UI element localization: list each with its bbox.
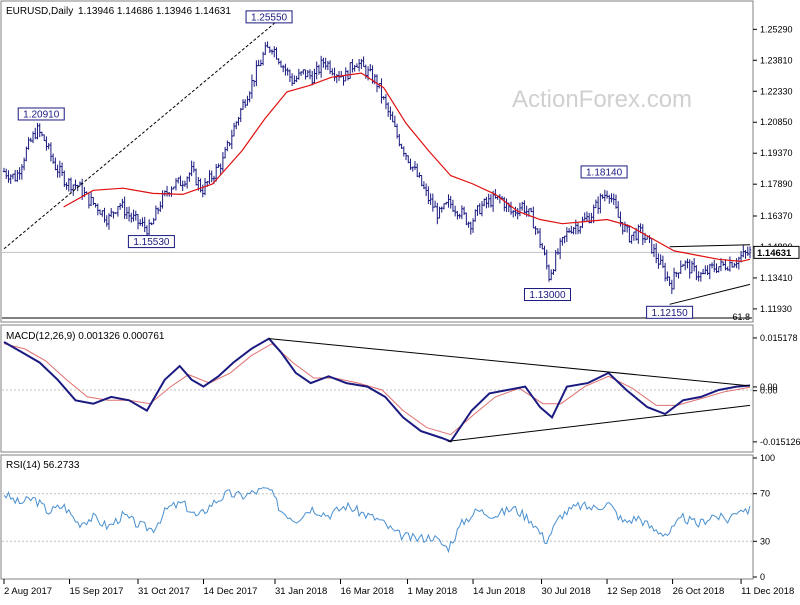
x-tick-label: 12 Sep 2018 [607,586,661,597]
x-tick-label: 31 Jan 2018 [275,586,327,597]
price-axis-tick-label: 1.23810 [760,55,793,65]
x-tick-label: 14 Jun 2018 [473,586,525,597]
price-trendline [669,283,751,305]
x-tick-label: 31 Oct 2017 [138,586,190,597]
price-annotation-label: 1.15530 [133,237,170,248]
price-annotation-label: 1.13000 [529,290,566,301]
rsi-layer: 100 70 30 0 [2,453,775,582]
price-annotation-label: 1.12150 [652,308,689,319]
price-annotation-box [17,107,65,121]
last-price-label: 1.14631 [757,248,792,259]
macd-layer: 0.015178 0.000.00 -0.015126 [2,333,800,447]
rsi-axis-tick-label: 100 [760,453,775,463]
macd-title: MACD(12,26,9) 0.001326 0.000761 [6,331,165,342]
macd-trendline [447,404,751,442]
price-axis-tick-label: 1.19370 [760,148,793,158]
price-annotation-label: 1.25550 [251,12,288,23]
price-axis-tick-label: 1.11930 [760,304,792,314]
price-annotation-box [580,165,628,179]
price-layer: 1.20910 1.15530 1.25550 1.13000 1.18140 1.121… [2,10,800,319]
x-axis: 2 Aug 2017 15 Sep 2017 31 Oct 2017 14 Dec 2… [3,579,794,597]
macd-axis-tick-label: 0.00 [760,386,778,396]
rsi-title: RSI(14) 56.2733 [6,460,80,471]
x-tick-label: 11 Dec 2018 [741,586,794,597]
macd-axis-tick-label: 0.00 [760,382,778,392]
price-axis-tick-label: 1.20850 [760,117,793,127]
rsi-panel-frame [0,454,754,580]
price-axis-tick-label: 1.25290 [760,24,793,34]
moving-average-line [63,72,751,263]
x-tick-label: 16 Mar 2018 [341,586,394,597]
x-tick-label: 1 May 2018 [408,586,458,597]
last-price-badge [753,245,800,259]
fib-label: 61.8 [732,312,750,322]
price-axis-tick-label: 1.22330 [760,86,793,96]
price-annotation-box [127,235,175,249]
x-tick-label: 30 Jul 2018 [542,586,591,597]
macd-trendline [268,338,751,387]
price-annotation-box [523,288,571,302]
price-annotation-box [245,10,293,24]
macd-line [3,337,751,443]
rsi-axis-tick-label: 30 [760,536,770,546]
watermark: ActionForex.com [512,86,692,113]
price-axis-tick-label: 1.16370 [760,211,793,221]
macd-axis-tick-label: -0.015126 [760,437,800,447]
price-panel-frame [0,0,754,323]
price-trendline [3,22,276,250]
x-tick-label: 14 Dec 2017 [204,586,258,597]
price-title: EURUSD,Daily [6,6,73,17]
price-axis-tick-label: 1.13410 [760,273,793,283]
rsi-line [3,487,751,554]
price-ohlc: 1.13946 1.14686 1.13946 1.14631 [78,6,231,17]
macd-axis-tick-label: 0.015178 [760,333,798,343]
x-tick-label: 2 Aug 2017 [4,586,52,597]
price-trendline [669,244,751,248]
x-tick-label: 15 Sep 2017 [70,586,124,597]
rsi-axis-tick-label: 70 [760,489,770,499]
price-axis-tick-label: 1.17890 [760,179,793,189]
price-annotation-label: 1.18140 [586,167,623,178]
rsi-axis-tick-label: 0 [760,572,765,582]
x-tick-label: 26 Oct 2018 [673,586,725,597]
price-annotation-box [646,305,694,319]
price-annotation-label: 1.20910 [23,109,60,120]
